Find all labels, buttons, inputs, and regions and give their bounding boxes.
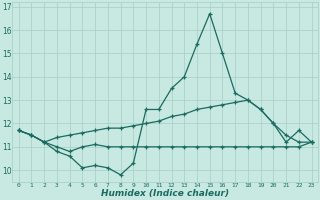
X-axis label: Humidex (Indice chaleur): Humidex (Indice chaleur) [101,189,229,198]
